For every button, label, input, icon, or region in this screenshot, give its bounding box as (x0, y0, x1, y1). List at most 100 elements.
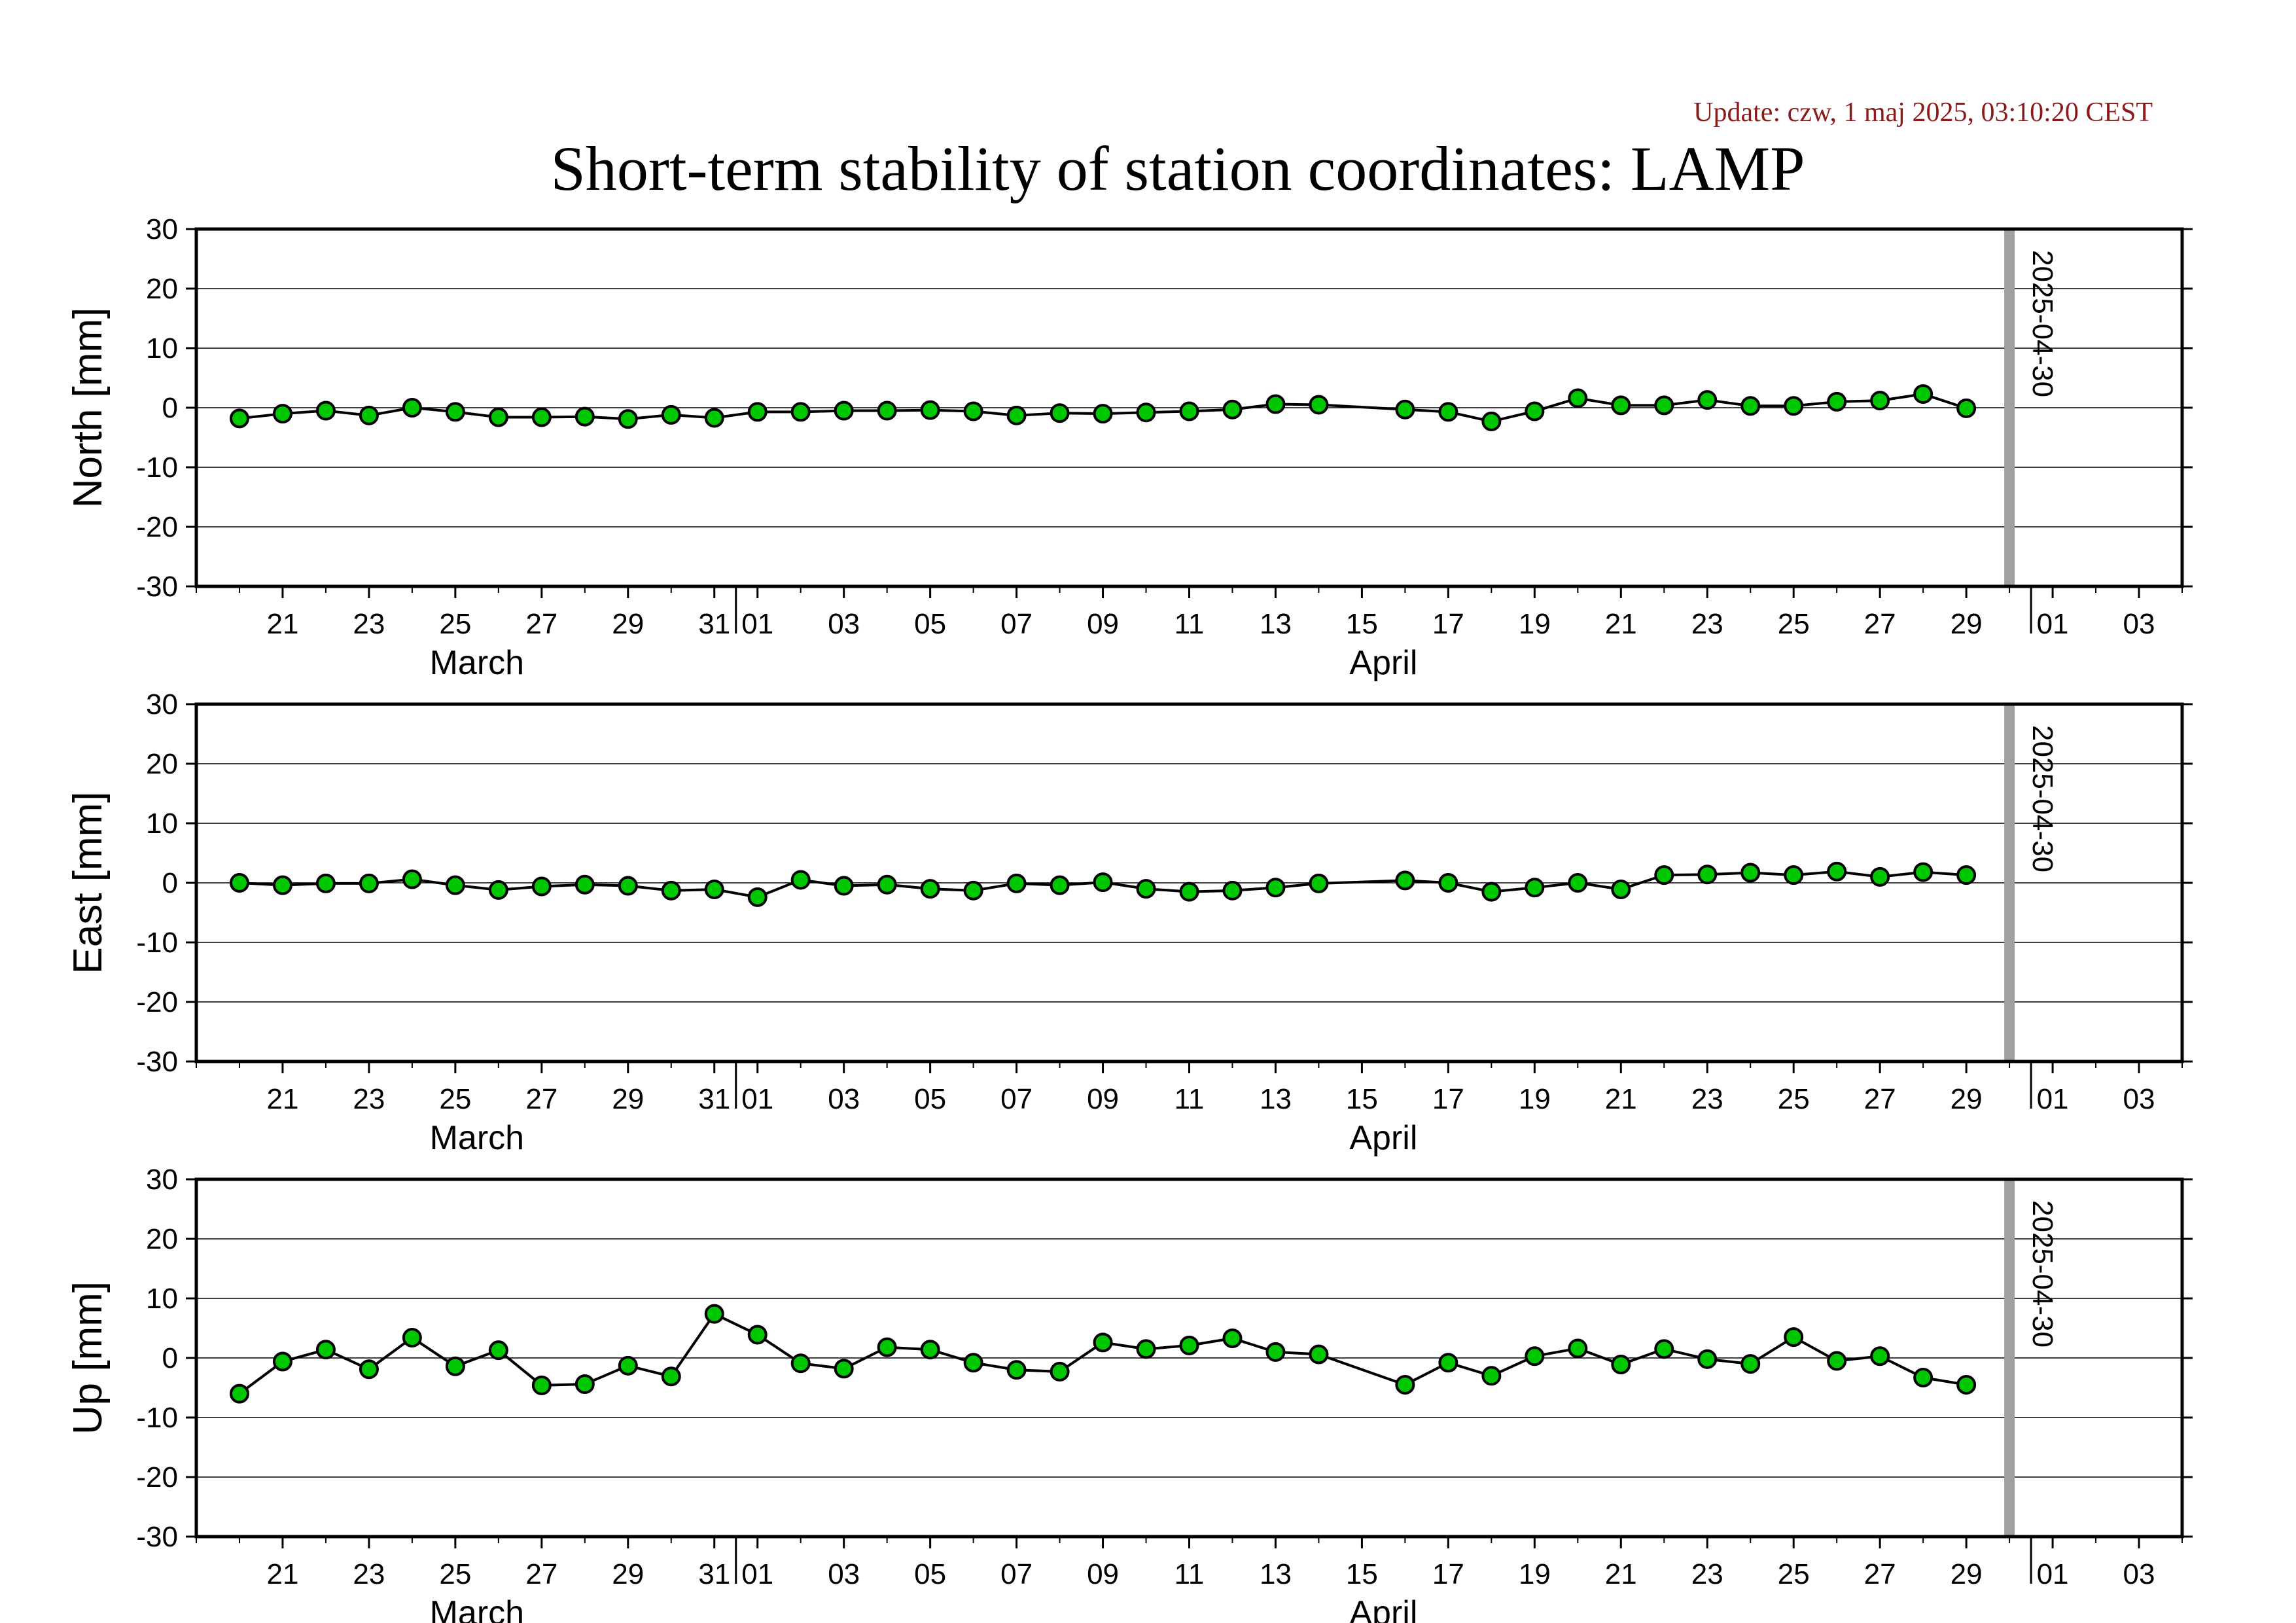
data-point (1913, 1368, 1934, 1388)
x-tick-label: 07 (1000, 1083, 1033, 1115)
data-point (229, 873, 249, 893)
data-point (1438, 873, 1458, 893)
data-point (1395, 1374, 1415, 1395)
data-point (1611, 880, 1631, 900)
data-point (877, 1337, 897, 1357)
data-point (1784, 1327, 1804, 1347)
series-line (239, 393, 1967, 423)
data-point (1827, 1351, 1847, 1371)
data-point (1611, 395, 1631, 416)
month-label: March (430, 1594, 524, 1623)
data-point (1481, 411, 1502, 431)
data-point (359, 1359, 379, 1380)
data-point (272, 1351, 292, 1372)
data-point (1784, 865, 1804, 885)
data-point (963, 880, 983, 901)
data-point (488, 407, 508, 427)
data-point (1093, 404, 1113, 424)
x-tick-label: 01 (741, 608, 773, 640)
data-point (963, 401, 983, 421)
data-point (1956, 1374, 1977, 1395)
data-point (920, 1340, 940, 1360)
data-point (1050, 403, 1070, 423)
data-point (747, 887, 768, 907)
data-point (1568, 1338, 1588, 1359)
data-point (1006, 1360, 1027, 1380)
x-tick-label: 09 (1087, 608, 1119, 640)
data-point (1697, 865, 1718, 885)
y-tick-label: 0 (162, 867, 178, 899)
y-tick-label: 10 (146, 1283, 178, 1315)
x-tick-label: 15 (1346, 608, 1378, 640)
data-point (1481, 1366, 1502, 1386)
chart-panel-1: 2025-04-30 30 20 10 0 -10 -20 -30 East [mm] 21 23 2… (65, 688, 2193, 1157)
y-tick-label: 30 (146, 213, 178, 245)
x-tick-label: 27 (525, 1083, 557, 1115)
data-point (1827, 861, 1847, 882)
today-marker-bar (2004, 1179, 2015, 1537)
x-tick-label: 03 (828, 1083, 860, 1115)
x-tick-label: 11 (1174, 608, 1205, 640)
y-tick-label: 20 (146, 748, 178, 780)
x-tick-label: 09 (1087, 1558, 1119, 1590)
y-tick-label: -10 (136, 452, 178, 484)
x-tick-label: 17 (1432, 608, 1464, 640)
x-tick-label: 09 (1087, 1083, 1119, 1115)
y-tick-label: -20 (136, 986, 178, 1018)
month-label: April (1349, 1594, 1417, 1623)
y-tick-label: 10 (146, 808, 178, 840)
data-point (661, 404, 681, 425)
x-tick-label: 17 (1432, 1558, 1464, 1590)
data-point (359, 405, 379, 425)
y-tick-label: -30 (136, 1521, 178, 1553)
data-point (402, 398, 422, 418)
data-point (359, 873, 379, 893)
chart-panels: 2025-04-30 30 20 10 0 -10 -20 -30 North [mm] 21 23… (65, 213, 2193, 1623)
data-point (1265, 878, 1286, 898)
data-point (272, 404, 292, 424)
data-point (618, 409, 638, 429)
data-point (1568, 388, 1588, 408)
y-axis-title: East [mm] (65, 791, 111, 974)
x-tick-label: 23 (1691, 1083, 1723, 1115)
data-point (229, 408, 249, 429)
x-tick-label: 23 (1691, 608, 1723, 640)
data-point (1136, 1339, 1156, 1359)
x-tick-label: 21 (266, 1558, 298, 1590)
data-point (1006, 873, 1027, 893)
data-point (704, 408, 724, 428)
data-point (1870, 866, 1890, 887)
data-point (1093, 1332, 1113, 1353)
series-line (238, 1312, 1967, 1395)
x-tick-label: 27 (525, 608, 557, 640)
data-point (618, 1355, 638, 1376)
x-tick-label: 21 (266, 1083, 298, 1115)
data-point (445, 875, 465, 895)
x-tick-label: 01 (2037, 1083, 2069, 1115)
x-tick-label: 01 (741, 1558, 773, 1590)
data-point (1179, 401, 1199, 421)
x-tick-label: 15 (1346, 1083, 1378, 1115)
x-tick-label: 31 (698, 1558, 730, 1590)
y-tick-label: 10 (146, 332, 178, 365)
x-tick-label: 05 (914, 1558, 946, 1590)
x-tick-label: 19 (1519, 1558, 1551, 1590)
series-line (239, 870, 1967, 899)
x-tick-label: 29 (612, 1083, 644, 1115)
x-tick-label: 23 (353, 1558, 385, 1590)
x-tick-label: 25 (1778, 1558, 1810, 1590)
x-tick-label: 21 (1605, 1558, 1637, 1590)
data-point (1222, 1328, 1243, 1348)
data-point (877, 874, 897, 895)
y-tick-label: -10 (136, 1402, 178, 1434)
data-point (1913, 862, 1934, 882)
today-marker-bar (2004, 229, 2015, 586)
x-tick-label: 29 (612, 608, 644, 640)
data-point (445, 1356, 465, 1376)
x-tick-label: 19 (1519, 1083, 1551, 1115)
x-tick-label: 07 (1000, 608, 1033, 640)
data-point (1050, 875, 1070, 895)
data-point (834, 876, 854, 896)
data-point (1309, 873, 1329, 893)
month-label: April (1349, 644, 1417, 682)
